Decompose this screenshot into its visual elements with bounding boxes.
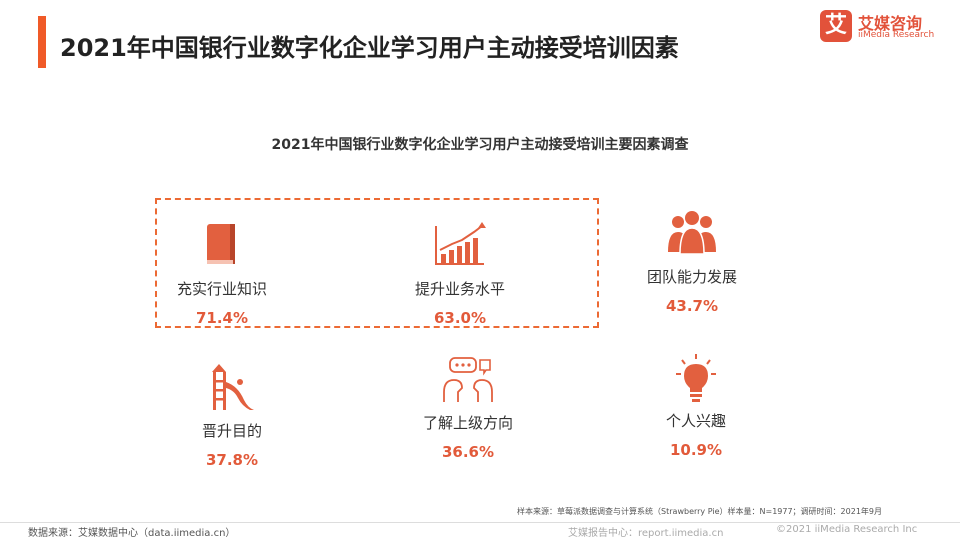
sample-note: 样本来源：草莓派数据调查与计算系统（Strawberry Pie）样本量：N=1… (517, 507, 882, 516)
footer-copyright: ©2021 iiMedia Research Inc (776, 524, 918, 535)
chat-heads-icon (443, 357, 493, 402)
factor-value: 36.6% (441, 443, 495, 461)
factor-value: 63.0% (433, 309, 487, 327)
factor-item-promotion: 晋升目的 37.8% (152, 362, 312, 469)
factor-label: 提升业务水平 (414, 280, 505, 298)
factor-value: 43.7% (665, 297, 719, 315)
factor-value: 71.4% (195, 309, 249, 327)
factor-label: 团队能力发展 (646, 268, 737, 286)
factor-item-personal-interest: 个人兴趣 10.9% (616, 352, 776, 459)
factor-label: 晋升目的 (201, 422, 262, 440)
footer-source: 数据来源：艾媒数据中心（data.iimedia.cn） (28, 528, 236, 539)
factor-item-superior-direction: 了解上级方向 36.6% (388, 354, 548, 461)
factor-item-team-development: 团队能力发展 43.7% (612, 208, 772, 315)
footer-divider (0, 522, 960, 523)
book-icon (207, 224, 235, 264)
factor-label: 了解上级方向 (422, 414, 513, 432)
logo-mark-icon: 艾 (820, 10, 852, 42)
page-title: 2021年中国银行业数字化企业学习用户主动接受培训因素 (60, 34, 679, 62)
title-accent-bar (38, 16, 46, 68)
footer-report-center: 艾媒报告中心：report.iimedia.cn (568, 528, 724, 539)
team-icon (668, 211, 716, 255)
growth-chart-icon (435, 222, 486, 265)
lightbulb-icon (676, 354, 716, 402)
brand-logo: 艾 艾媒咨询 iiMedia Research (820, 10, 934, 44)
highlight-box (155, 198, 599, 328)
chart-title: 2021年中国银行业数字化企业学习用户主动接受培训主要因素调查 (271, 137, 689, 153)
factor-label: 充实行业知识 (176, 280, 267, 298)
factor-label: 个人兴趣 (665, 412, 726, 430)
logo-cn-text: 艾媒咨询 (858, 14, 923, 33)
ladder-slide-icon (212, 364, 254, 410)
factor-item-industry-knowledge: 充实行业知识 71.4% (142, 220, 302, 327)
logo-en-text: iiMedia Research (858, 30, 935, 40)
factor-value: 10.9% (669, 441, 723, 459)
factor-item-business-level: 提升业务水平 63.0% (380, 220, 540, 327)
factor-value: 37.8% (205, 451, 259, 469)
